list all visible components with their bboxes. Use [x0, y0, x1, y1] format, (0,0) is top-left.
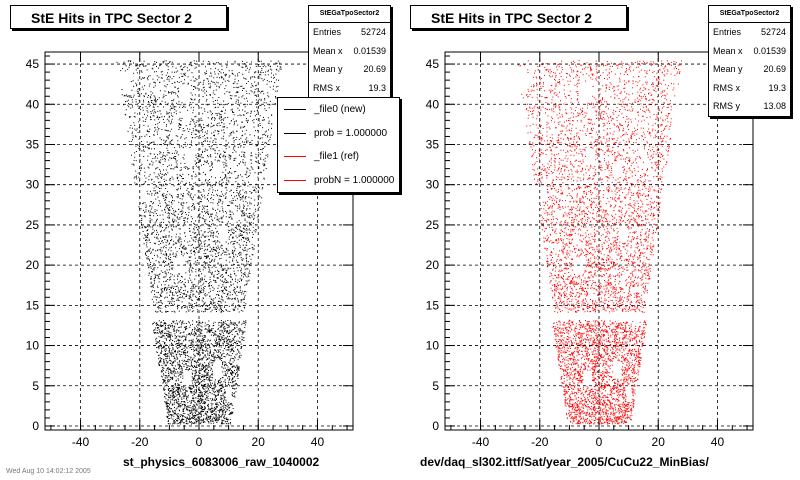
scatter-points	[116, 60, 282, 425]
y-tick-label: 5	[432, 379, 439, 393]
y-tick-label: 35	[26, 137, 40, 151]
y-tick-label: 45	[26, 57, 40, 71]
stats-title: StEGaTpoSector2	[709, 6, 790, 23]
x-tick-label: 0	[596, 435, 603, 449]
legend-line-probn	[284, 179, 306, 181]
stats-title: StEGaTpoSector2	[309, 6, 390, 23]
chart-title: StE Hits in TPC Sector 2	[10, 5, 227, 29]
legend-line-new	[284, 109, 306, 111]
x-tick-label: -20	[131, 435, 149, 449]
hit-points	[517, 60, 682, 425]
right-pad: StE Hits in TPC Sector 2 -40 -20 0 20 40 0 5 10…	[400, 0, 800, 480]
ticks	[445, 52, 753, 430]
left-pad: StE Hits in TPC Sector 2 -40 -20 0 20 40 0 5 10…	[10, 5, 400, 469]
y-tick-label: 45	[426, 57, 440, 71]
x-axis-label: st_physics_6083006_raw_1040002	[123, 455, 320, 469]
stats-row-entries: Entries 52724	[713, 27, 786, 37]
y-tick-label: 0	[432, 419, 439, 433]
stats-row-rms-y: RMS y 13.08	[713, 101, 786, 111]
legend-entry: probN = 1.000000	[278, 169, 399, 193]
x-tick-label: 40	[711, 435, 725, 449]
stats-row-mean-y: Mean y 20.69	[713, 64, 786, 74]
y-tick-label: 20	[426, 258, 440, 272]
y-tick-label: 25	[426, 218, 440, 232]
legend: _file0 (new) prob = 1.000000 _file1 (ref…	[277, 97, 400, 193]
stats-row-mean-x: Mean x 0.01539	[313, 45, 386, 56]
stats-row-mean-y: Mean y 20.69	[313, 64, 386, 74]
legend-entry: _file0 (new)	[278, 98, 399, 122]
y-tick-label: 15	[26, 298, 40, 312]
hit-points	[116, 60, 282, 425]
legend-entry: _file1 (ref)	[278, 145, 399, 169]
y-tick-label: 35	[426, 137, 440, 151]
y-tick-label: 25	[26, 218, 40, 232]
timestamp: Wed Aug 10 14:02:12 2005	[6, 468, 91, 475]
x-tick-label: -40	[72, 435, 90, 449]
stats-box: StEGaTpoSector2 Entries 52724 Mean x 0.015…	[308, 5, 391, 98]
legend-line-prob	[284, 132, 306, 134]
y-tick-label: 30	[26, 178, 40, 192]
y-tick-label: 30	[426, 178, 440, 192]
y-tick-label: 10	[26, 339, 40, 353]
stats-box: StEGaTpoSector2 Entries 52724 Mean x 0.015…	[708, 5, 791, 117]
scatter-points	[517, 60, 682, 425]
x-tick-label: 20	[652, 435, 666, 449]
scatter-plot-ref: -40 -20 0 20 40 0 5 10 15 20 25 30 35 40 45	[426, 51, 754, 449]
chart-title: StE Hits in TPC Sector 2	[410, 5, 627, 29]
x-tick-label: -40	[472, 435, 490, 449]
x-tick-label: -20	[531, 435, 549, 449]
stats-row-entries: Entries 52724	[313, 27, 386, 37]
y-tick-label: 0	[32, 419, 39, 433]
legend-entry: prob = 1.000000	[278, 122, 399, 146]
stats-row-mean-x: Mean x 0.01539	[713, 45, 786, 56]
x-tick-label: 0	[196, 435, 203, 449]
stats-row-rms-x: RMS x 19.3	[713, 82, 786, 93]
x-tick-label: 20	[252, 435, 266, 449]
y-tick-label: 10	[426, 339, 440, 353]
y-tick-label: 40	[26, 97, 40, 111]
y-tick-label: 5	[32, 379, 39, 393]
x-tick-label: 40	[311, 435, 325, 449]
y-tick-label: 15	[426, 298, 440, 312]
y-tick-label: 20	[26, 258, 40, 272]
ticks	[45, 52, 353, 430]
x-axis-label: dev/daq_sl302.ittf/Sat/year_2005/CuCu22_…	[420, 455, 709, 469]
legend-line-ref	[284, 156, 306, 158]
stats-row-rms-x: RMS x 19.3	[313, 82, 386, 93]
y-tick-label: 40	[426, 97, 440, 111]
